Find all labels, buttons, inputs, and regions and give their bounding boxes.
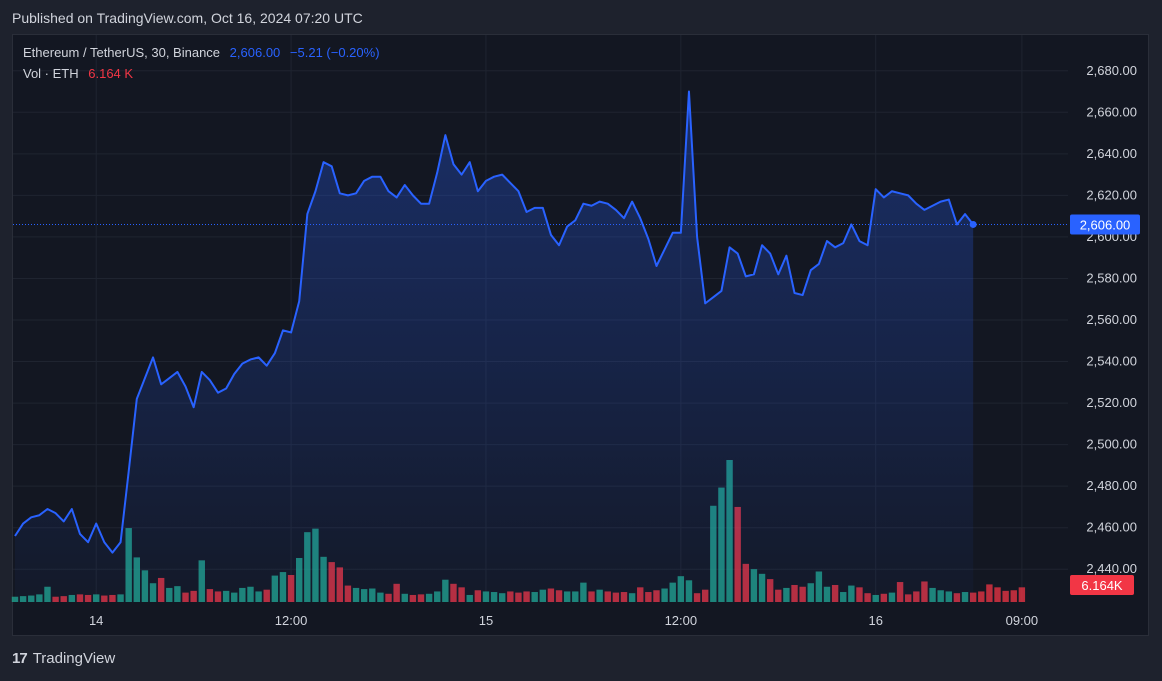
- volume-bar: [1010, 590, 1017, 602]
- volume-bar: [969, 592, 977, 602]
- y-tick-label: 2,620.00: [1086, 187, 1137, 202]
- legend-main: Ethereum / TetherUS, 30, Binance 2,606.0…: [23, 45, 386, 60]
- y-tick-label: 2,520.00: [1086, 395, 1137, 410]
- volume-bar: [1018, 587, 1026, 602]
- tradingview-logo-icon: 17: [12, 650, 28, 667]
- legend-price: 2,606.00: [229, 45, 281, 60]
- x-tick-label: 16: [868, 613, 882, 628]
- x-tick-label: 09:00: [1006, 613, 1039, 628]
- volume-bar: [978, 591, 985, 602]
- price-line: [14, 90, 974, 554]
- x-tick-label: 14: [89, 613, 103, 628]
- volume-bar: [994, 587, 1001, 602]
- legend-volume: Vol · ETH 6.164 K: [23, 66, 139, 81]
- x-tick-label: 12:00: [665, 613, 698, 628]
- x-tick-label: 12:00: [275, 613, 308, 628]
- volume-bar: [1002, 590, 1009, 602]
- y-tick-label: 2,440.00: [1086, 561, 1137, 576]
- last-volume-badge: [1070, 575, 1134, 595]
- x-tick-label: 15: [479, 613, 493, 628]
- y-tick-label: 2,660.00: [1086, 104, 1137, 119]
- last-price-label: 2,606.00: [1080, 217, 1131, 232]
- y-tick-label: 2,640.00: [1086, 146, 1137, 161]
- tradingview-brand: TradingView: [32, 650, 116, 667]
- legend-vol-value: 6.164 K: [88, 66, 134, 81]
- volume-bar: [986, 584, 993, 602]
- y-tick-label: 2,500.00: [1086, 437, 1137, 452]
- published-header: Published on TradingView.com, Oct 16, 20…: [12, 10, 363, 26]
- last-price-badge: [1070, 214, 1140, 235]
- legend-vol-label: Vol · ETH: [23, 66, 79, 81]
- legend-change: −5.21 (−0.20%): [289, 45, 380, 60]
- y-tick-label: 2,540.00: [1086, 354, 1137, 369]
- y-tick-label: 2,680.00: [1086, 63, 1137, 78]
- tradingview-logo[interactable]: 17 TradingView: [12, 650, 115, 667]
- y-tick-label: 2,480.00: [1086, 478, 1137, 493]
- legend-symbol: Ethereum / TetherUS, 30, Binance: [23, 45, 221, 60]
- y-tick-label: 2,560.00: [1086, 312, 1137, 327]
- y-tick-label: 2,580.00: [1086, 270, 1137, 285]
- last-price-dot: [969, 220, 977, 228]
- y-tick-label: 2,460.00: [1086, 520, 1137, 535]
- last-volume-label: 6.164K: [1081, 578, 1123, 593]
- price-area-fill: [15, 91, 974, 602]
